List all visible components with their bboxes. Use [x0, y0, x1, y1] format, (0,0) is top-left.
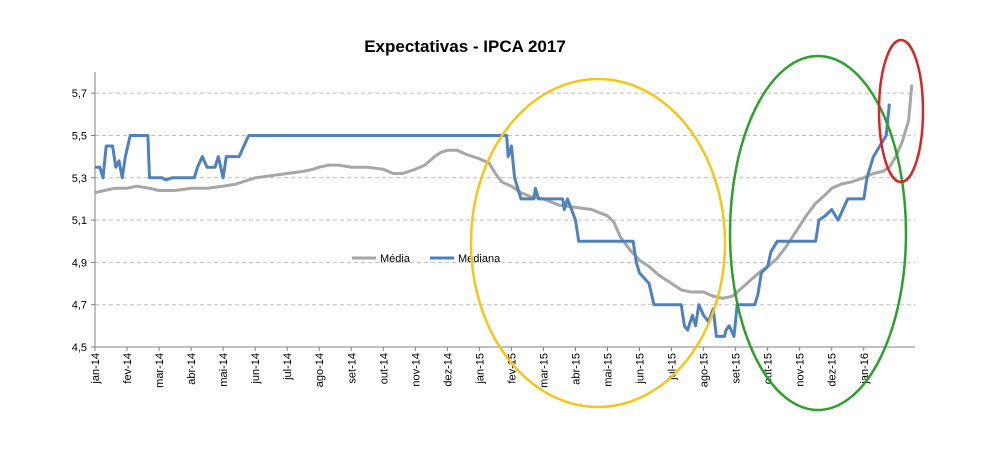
annotations-layer [469, 38, 925, 412]
x-tick-label: abr-15 [570, 353, 582, 385]
x-tick-label: jan-14 [90, 353, 102, 385]
x-tick-label: dez-14 [442, 353, 454, 387]
x-tick-label: abr-14 [186, 353, 198, 385]
x-tick-label: out-14 [378, 353, 390, 384]
x-tick-label: jan-16 [859, 353, 871, 385]
x-tick-label: mar-15 [538, 353, 550, 388]
x-tick-label: jun-15 [635, 353, 647, 385]
x-tick-label: nov-15 [795, 353, 807, 387]
annotation-ellipse [728, 54, 908, 412]
legend-label: Média [380, 253, 411, 265]
y-tick-label: 5,3 [72, 173, 87, 185]
x-tick-label: mar-14 [154, 353, 166, 388]
x-tick-label: jul-14 [282, 353, 294, 381]
y-tick-label: 4,5 [72, 342, 87, 354]
y-tick-label: 5,7 [72, 88, 87, 100]
x-tick-label: jun-14 [250, 353, 262, 385]
series-layer [94, 84, 914, 338]
x-tick-label: mai-14 [218, 353, 230, 387]
x-tick-label: set-15 [731, 353, 743, 384]
x-axis: jan-14 fev-14 mar-14 abr-14 mai-14 jun-14 jul-… [90, 346, 915, 388]
x-tick-label: dez-15 [827, 353, 839, 387]
legend-label: Mediana [458, 253, 501, 265]
chart-title: Expectativas - IPCA 2017 [364, 37, 566, 56]
x-tick-label: nov-14 [410, 353, 422, 387]
x-tick-label: ago-15 [699, 353, 711, 387]
y-tick-label: 4,7 [72, 300, 87, 312]
y-tick-label: 5,5 [72, 130, 87, 142]
legend: Média Mediana [352, 253, 501, 265]
series-line [94, 84, 914, 300]
series-line [95, 103, 891, 338]
x-tick-label: jan-15 [474, 353, 486, 385]
x-tick-label: mai-15 [603, 353, 615, 387]
annotation-ellipse [469, 77, 727, 409]
grid-lines [95, 92, 915, 306]
y-tick-label: 4,9 [72, 257, 87, 269]
y-axis: 4,5 4,7 4,9 5,1 5,3 5,5 5,7 [72, 72, 96, 354]
y-tick-label: 5,1 [72, 215, 87, 227]
x-tick-label: set-14 [346, 353, 358, 384]
annotation-ellipse [877, 38, 925, 184]
x-tick-label: ago-14 [314, 353, 326, 387]
x-tick-label: fev-14 [122, 353, 134, 384]
